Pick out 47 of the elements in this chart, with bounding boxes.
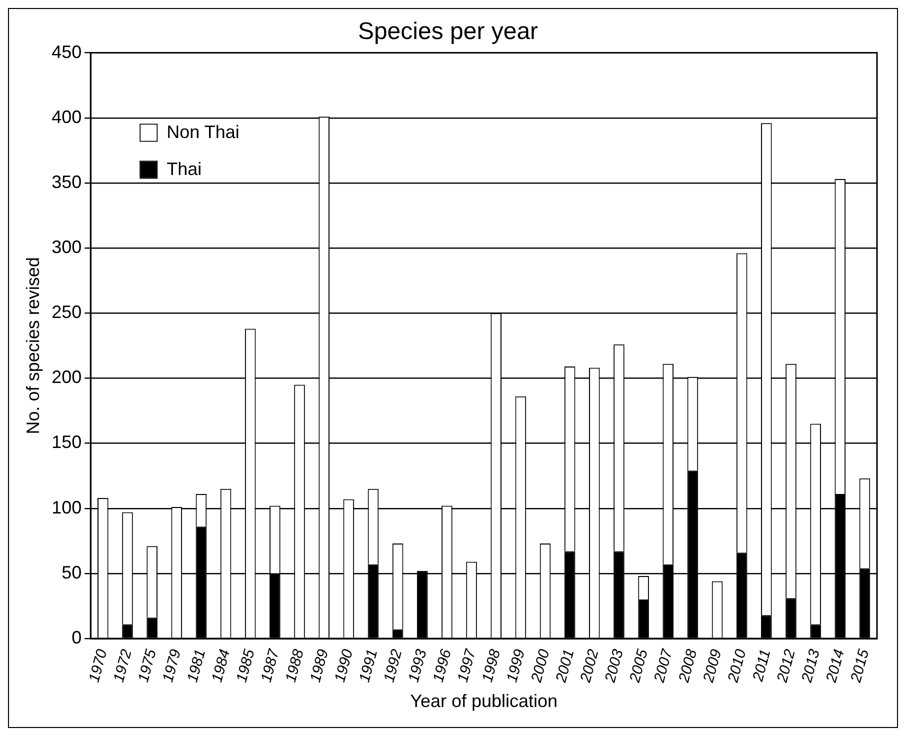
x-tick-label: 2013 (798, 646, 824, 686)
x-tick-label: 1984 (208, 648, 234, 684)
x-tick-label: 1989 (306, 646, 332, 684)
x-tick-label: 1992 (380, 646, 406, 684)
y-tick-label: 450 (52, 42, 82, 62)
x-tick-label: 1991 (356, 648, 382, 684)
x-axis-title: Year of publication (410, 691, 558, 712)
y-tick-label: 300 (52, 237, 82, 258)
y-tick-label: 200 (52, 367, 82, 388)
y-tick-label: 100 (52, 497, 82, 518)
y-tick-label: 350 (52, 172, 82, 192)
x-tick-label: 2003 (602, 646, 628, 686)
y-tick-label: 250 (52, 302, 82, 322)
x-tick-label: 1993 (405, 646, 430, 684)
x-tick-label: 1996 (430, 646, 456, 684)
x-tick-label: 2005 (626, 646, 652, 686)
x-tick-label: 1972 (110, 646, 136, 684)
chart-title: Species per year (358, 18, 538, 46)
y-tick-label: 150 (52, 432, 82, 452)
x-tick-label: 1999 (504, 646, 529, 684)
x-tick-label: 1981 (184, 648, 210, 684)
y-axis-title: No. of species revised (22, 257, 43, 434)
x-tick-label: 1987 (258, 646, 283, 684)
x-tick-label: 2007 (650, 646, 676, 686)
x-tick-label: 2010 (724, 646, 750, 686)
legend-label: Thai (166, 158, 202, 179)
x-tick-label: 1988 (282, 646, 308, 684)
x-tick-label: 2012 (774, 646, 800, 686)
y-tick-label: 400 (52, 106, 82, 127)
x-tick-label: 1997 (454, 646, 480, 684)
x-tick-label: 2001 (552, 648, 578, 686)
x-tick-label: 2000 (528, 646, 554, 686)
x-tick-label: 1985 (233, 646, 258, 684)
x-tick-label: 2009 (700, 646, 726, 686)
x-tick-label: 2011 (749, 648, 774, 684)
x-tick-label: 2002 (576, 646, 602, 686)
y-tick-label: 50 (62, 562, 82, 582)
x-tick-label: 2008 (675, 646, 701, 686)
x-tick-label: 1975 (134, 646, 160, 684)
x-tick-label: 1970 (86, 646, 111, 684)
x-tick-label: 2014 (822, 648, 848, 686)
y-tick-label: 0 (72, 627, 82, 648)
legend-label: Non Thai (166, 122, 240, 142)
x-tick-label: 2015 (847, 646, 873, 686)
x-tick-label: 1979 (159, 646, 185, 684)
x-tick-label: 1990 (331, 646, 357, 684)
x-tick-label: 1998 (478, 646, 504, 684)
